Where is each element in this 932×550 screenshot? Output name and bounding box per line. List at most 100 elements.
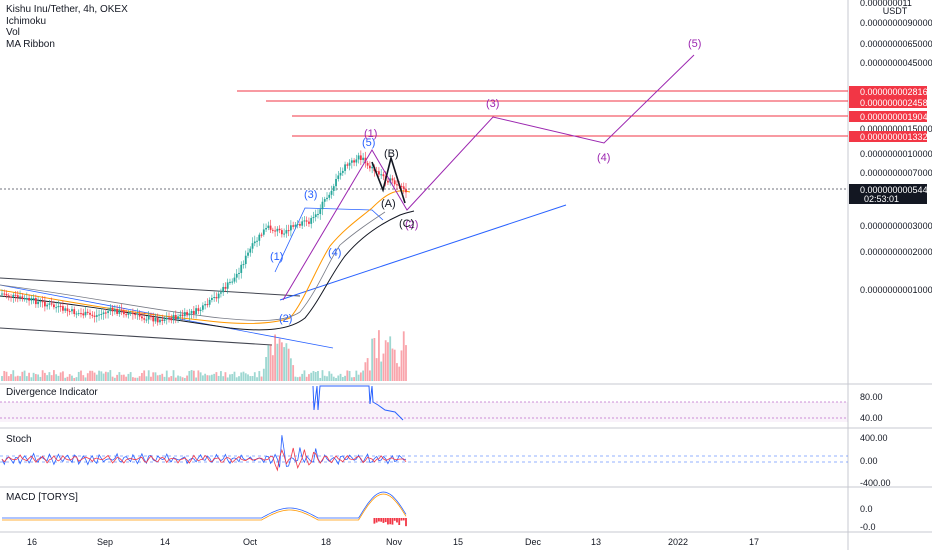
candle[interactable] — [183, 312, 186, 317]
candle[interactable] — [118, 309, 121, 314]
candle[interactable] — [77, 313, 80, 315]
candle[interactable] — [129, 312, 132, 314]
candle[interactable] — [280, 230, 283, 235]
candle[interactable] — [152, 317, 155, 322]
candle[interactable] — [34, 298, 37, 305]
candle[interactable] — [238, 272, 240, 274]
candle[interactable] — [136, 313, 139, 315]
candle[interactable] — [73, 309, 76, 315]
candle[interactable] — [156, 317, 159, 323]
candle[interactable] — [177, 316, 179, 320]
candle[interactable] — [346, 164, 349, 166]
candle[interactable] — [195, 308, 198, 315]
candle[interactable] — [317, 213, 319, 215]
candle[interactable] — [159, 319, 161, 323]
candle[interactable] — [341, 170, 344, 173]
candle[interactable] — [98, 314, 100, 316]
candle[interactable] — [303, 220, 306, 222]
candle[interactable] — [332, 186, 335, 191]
candle[interactable] — [301, 221, 304, 226]
candle[interactable] — [249, 248, 252, 253]
candle[interactable] — [240, 264, 243, 273]
symbol-title[interactable]: Kishu Inu/Tether, 4h, OKEX — [6, 4, 128, 15]
candle[interactable] — [141, 316, 143, 319]
candle[interactable] — [267, 225, 270, 228]
candle[interactable] — [21, 296, 24, 300]
candle[interactable] — [242, 264, 245, 266]
candle[interactable] — [224, 286, 227, 289]
candle[interactable] — [328, 194, 331, 198]
candle[interactable] — [380, 174, 383, 176]
candle[interactable] — [28, 297, 30, 301]
candle[interactable] — [299, 224, 301, 226]
candle[interactable] — [19, 296, 21, 298]
candle[interactable] — [154, 317, 157, 322]
candle[interactable] — [127, 313, 130, 315]
candle[interactable] — [371, 166, 374, 169]
candle[interactable] — [5, 293, 8, 296]
candle[interactable] — [113, 308, 116, 312]
candle[interactable] — [323, 199, 326, 202]
candle[interactable] — [14, 294, 17, 296]
candle[interactable] — [213, 297, 216, 299]
candle[interactable] — [116, 308, 119, 314]
candle[interactable] — [253, 241, 256, 244]
channel-bottom-line[interactable] — [0, 327, 273, 346]
candle[interactable] — [244, 255, 247, 265]
candle[interactable] — [43, 301, 46, 307]
candle[interactable] — [287, 230, 290, 232]
candle[interactable] — [339, 172, 342, 176]
candle[interactable] — [321, 201, 324, 210]
candle[interactable] — [289, 225, 292, 231]
candle[interactable] — [143, 318, 146, 320]
divergence-label[interactable]: Divergence Indicator — [6, 387, 98, 398]
candle[interactable] — [64, 308, 67, 311]
time-axis[interactable]: 16 Sep 14 Oct 18 Nov 15 Dec 13 2022 17 — [27, 537, 759, 547]
candle[interactable] — [23, 298, 26, 300]
candle[interactable] — [215, 297, 218, 299]
candle[interactable] — [150, 315, 152, 318]
resistance-lines[interactable] — [237, 90, 848, 137]
candle[interactable] — [197, 308, 200, 311]
candle[interactable] — [262, 229, 265, 235]
candle[interactable] — [62, 306, 64, 311]
candle[interactable] — [330, 190, 333, 195]
candle[interactable] — [305, 220, 308, 222]
candle[interactable] — [89, 312, 91, 315]
candle[interactable] — [41, 301, 44, 303]
candle[interactable] — [168, 317, 170, 319]
candle[interactable] — [10, 296, 12, 298]
candle[interactable] — [292, 225, 295, 227]
candle[interactable] — [276, 228, 279, 232]
candle[interactable] — [138, 313, 141, 317]
candle[interactable] — [391, 178, 394, 181]
candle[interactable] — [201, 305, 204, 310]
candle[interactable] — [75, 313, 78, 315]
candle[interactable] — [235, 273, 238, 278]
candle[interactable] — [53, 304, 55, 308]
macd-pane[interactable]: 0.0 -0.0 — [2, 491, 876, 532]
candle[interactable] — [362, 157, 365, 160]
candle[interactable] — [7, 295, 10, 297]
candle[interactable] — [310, 217, 313, 224]
candle[interactable] — [229, 281, 231, 283]
candle[interactable] — [247, 252, 249, 256]
candle[interactable] — [357, 155, 360, 160]
candle[interactable] — [132, 312, 134, 315]
candle[interactable] — [91, 314, 94, 316]
candle[interactable] — [165, 317, 168, 320]
candle[interactable] — [109, 307, 112, 312]
abc-correction-path[interactable] — [371, 155, 406, 204]
candle[interactable] — [353, 160, 355, 163]
candle[interactable] — [396, 184, 398, 186]
candle[interactable] — [226, 282, 229, 289]
candle[interactable] — [256, 240, 258, 242]
candle[interactable] — [84, 311, 87, 316]
candle[interactable] — [204, 304, 207, 306]
candle[interactable] — [344, 164, 346, 171]
candle[interactable] — [147, 315, 150, 320]
candle[interactable] — [80, 313, 82, 315]
candle[interactable] — [25, 297, 28, 299]
candle[interactable] — [355, 159, 358, 163]
